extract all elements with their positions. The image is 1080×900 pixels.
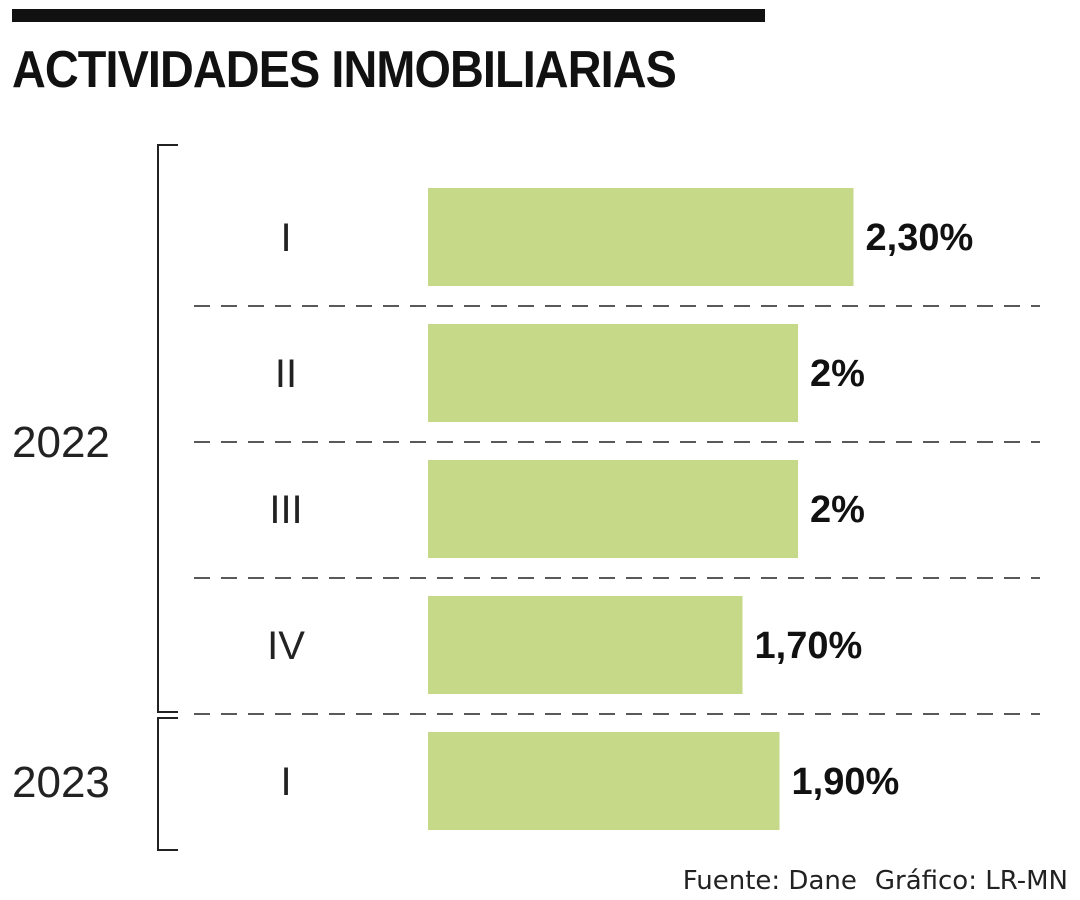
value-label: 2% bbox=[810, 489, 865, 531]
bar bbox=[428, 596, 743, 694]
quarter-label: I bbox=[280, 760, 291, 804]
value-label: 1,90% bbox=[792, 761, 900, 803]
group-bracket bbox=[157, 717, 178, 851]
value-label: 1,70% bbox=[755, 625, 863, 667]
quarter-label: II bbox=[275, 352, 297, 396]
source-text: Fuente: Dane bbox=[682, 866, 857, 896]
year-label: 2022 bbox=[12, 418, 110, 467]
value-label: 2% bbox=[810, 353, 865, 395]
bar bbox=[428, 460, 798, 558]
top-rule bbox=[12, 9, 765, 22]
chart-plot: I 2,30% II 2% III 2% IV 1,70% I 1,90% 2022 2023 bbox=[12, 144, 1040, 851]
quarter-label: IV bbox=[267, 624, 305, 668]
chart-title: ACTIVIDADES INMOBILIARIAS bbox=[12, 41, 677, 99]
year-label: 2023 bbox=[12, 758, 110, 807]
bar bbox=[428, 324, 798, 422]
source-line: Fuente: Dane Gráfico: LR-MN bbox=[683, 866, 1068, 896]
quarter-label: I bbox=[280, 216, 291, 260]
value-label: 2,30% bbox=[866, 217, 974, 259]
quarter-label: III bbox=[269, 488, 302, 532]
credit-text: Gráfico: LR-MN bbox=[874, 866, 1068, 896]
group-bracket bbox=[157, 144, 178, 713]
bar bbox=[428, 732, 780, 830]
bar bbox=[428, 188, 854, 286]
